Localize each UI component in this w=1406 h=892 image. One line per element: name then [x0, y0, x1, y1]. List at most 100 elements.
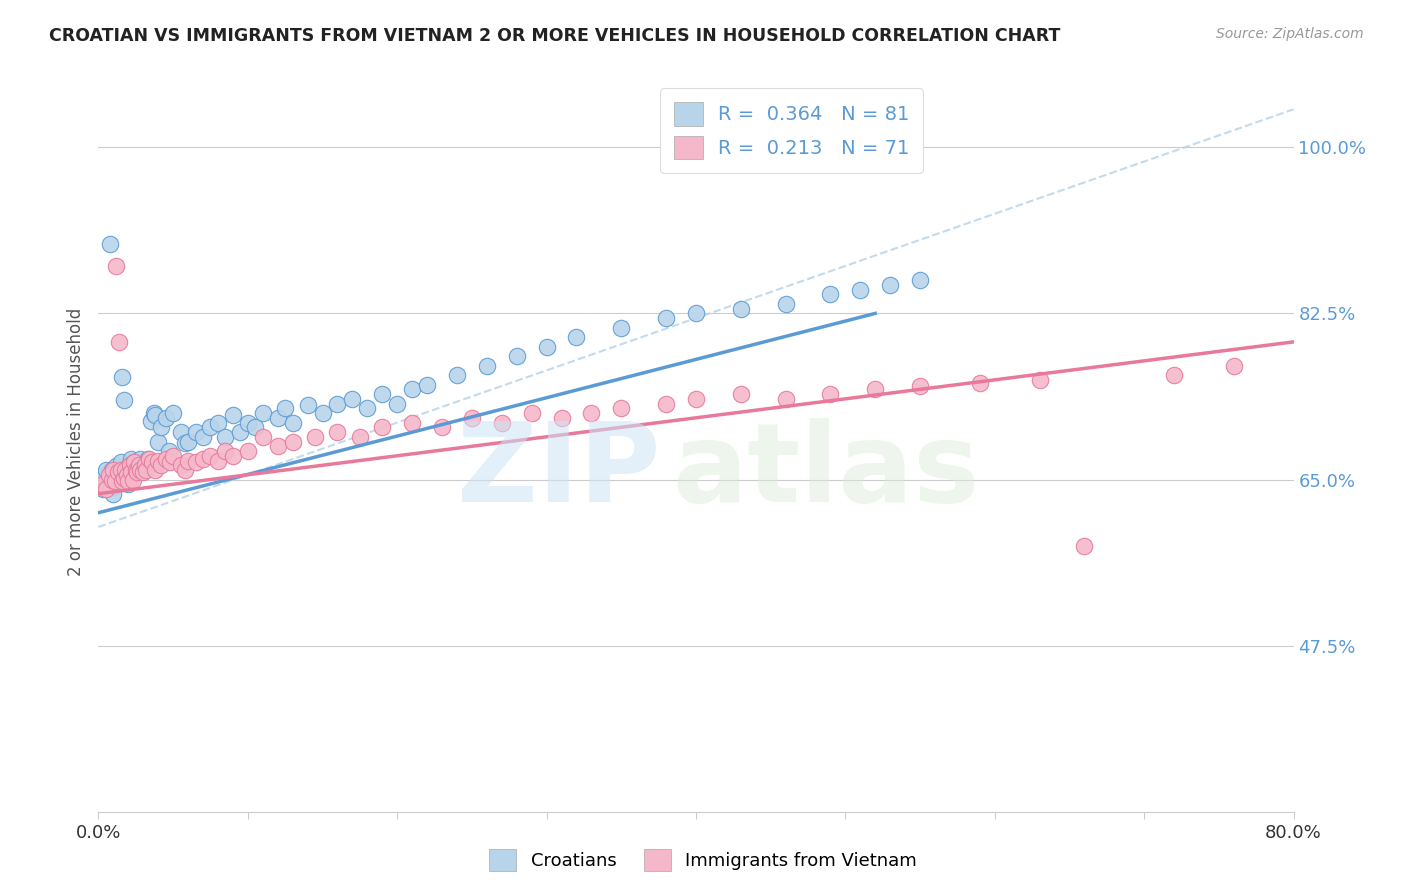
Point [655, 396, 678, 410]
Point [184, 455, 207, 469]
Point [191, 451, 214, 466]
Point [191, 430, 214, 444]
Point [207, 453, 229, 467]
Point [150, 420, 173, 434]
Point [610, 320, 633, 334]
Point [131, 459, 153, 474]
Point [371, 387, 394, 401]
Point [229, 425, 252, 439]
Point [110, 455, 132, 469]
Point [326, 425, 349, 439]
Point [177, 453, 200, 467]
Point [117, 477, 139, 491]
Point [96, 475, 118, 489]
Point [125, 463, 148, 477]
Point [148, 434, 170, 449]
Point [252, 406, 274, 420]
Point [1223, 359, 1246, 373]
Point [311, 406, 333, 420]
Point [159, 455, 181, 469]
Point [111, 475, 134, 489]
Point [461, 410, 484, 425]
Point [103, 487, 125, 501]
Point [214, 430, 236, 444]
Point [121, 473, 143, 487]
Point [107, 463, 129, 477]
Point [267, 410, 290, 425]
Point [129, 463, 152, 477]
Point [184, 425, 207, 439]
Point [169, 458, 191, 473]
Point [107, 465, 129, 479]
Point [110, 461, 132, 475]
Point [222, 449, 245, 463]
Point [94, 463, 117, 477]
Point [536, 340, 558, 354]
Point [565, 330, 588, 344]
Point [879, 277, 901, 292]
Point [110, 463, 132, 477]
Point [148, 453, 170, 467]
Point [150, 458, 173, 473]
Point [775, 297, 797, 311]
Legend: Croatians, Immigrants from Vietnam: Croatians, Immigrants from Vietnam [482, 842, 924, 879]
Point [820, 287, 842, 301]
Point [581, 406, 603, 420]
Point [214, 444, 236, 458]
Point [1073, 539, 1095, 553]
Point [356, 401, 378, 416]
Point [142, 406, 165, 420]
Y-axis label: 2 or more Vehicles in Household: 2 or more Vehicles in Household [66, 308, 84, 575]
Point [200, 449, 222, 463]
Point [138, 451, 160, 466]
Point [112, 392, 135, 407]
Point [128, 455, 150, 469]
Point [491, 416, 513, 430]
Point [104, 475, 127, 489]
Point [132, 463, 155, 477]
Point [143, 463, 166, 477]
Point [105, 459, 128, 474]
Point [685, 392, 707, 406]
Point [281, 416, 304, 430]
Point [401, 416, 423, 430]
Legend: R =  0.364   N = 81, R =  0.213   N = 71: R = 0.364 N = 81, R = 0.213 N = 71 [659, 88, 924, 173]
Point [849, 283, 872, 297]
Point [222, 408, 245, 422]
Point [127, 465, 149, 479]
Point [108, 468, 131, 483]
Point [114, 463, 136, 477]
Point [446, 368, 468, 383]
Point [108, 334, 131, 349]
Point [115, 467, 138, 482]
Point [125, 461, 148, 475]
Point [610, 401, 633, 416]
Point [775, 392, 797, 406]
Point [177, 434, 200, 449]
Point [174, 463, 197, 477]
Point [101, 473, 124, 487]
Point [128, 458, 150, 473]
Point [730, 387, 752, 401]
Point [135, 455, 157, 469]
Text: CROATIAN VS IMMIGRANTS FROM VIETNAM 2 OR MORE VEHICLES IN HOUSEHOLD CORRELATION : CROATIAN VS IMMIGRANTS FROM VIETNAM 2 OR… [49, 27, 1060, 45]
Point [401, 382, 423, 396]
Point [121, 466, 143, 480]
Point [520, 406, 543, 420]
Point [120, 458, 142, 473]
Point [120, 451, 142, 466]
Point [94, 482, 117, 496]
Point [475, 359, 498, 373]
Text: Source: ZipAtlas.com: Source: ZipAtlas.com [1216, 27, 1364, 41]
Point [908, 379, 931, 393]
Point [169, 425, 191, 439]
Point [304, 430, 326, 444]
Point [385, 396, 409, 410]
Point [91, 477, 114, 491]
Point [111, 370, 134, 384]
Point [155, 451, 177, 466]
Point [349, 430, 371, 444]
Point [124, 455, 146, 469]
Point [416, 377, 439, 392]
Point [1163, 368, 1185, 383]
